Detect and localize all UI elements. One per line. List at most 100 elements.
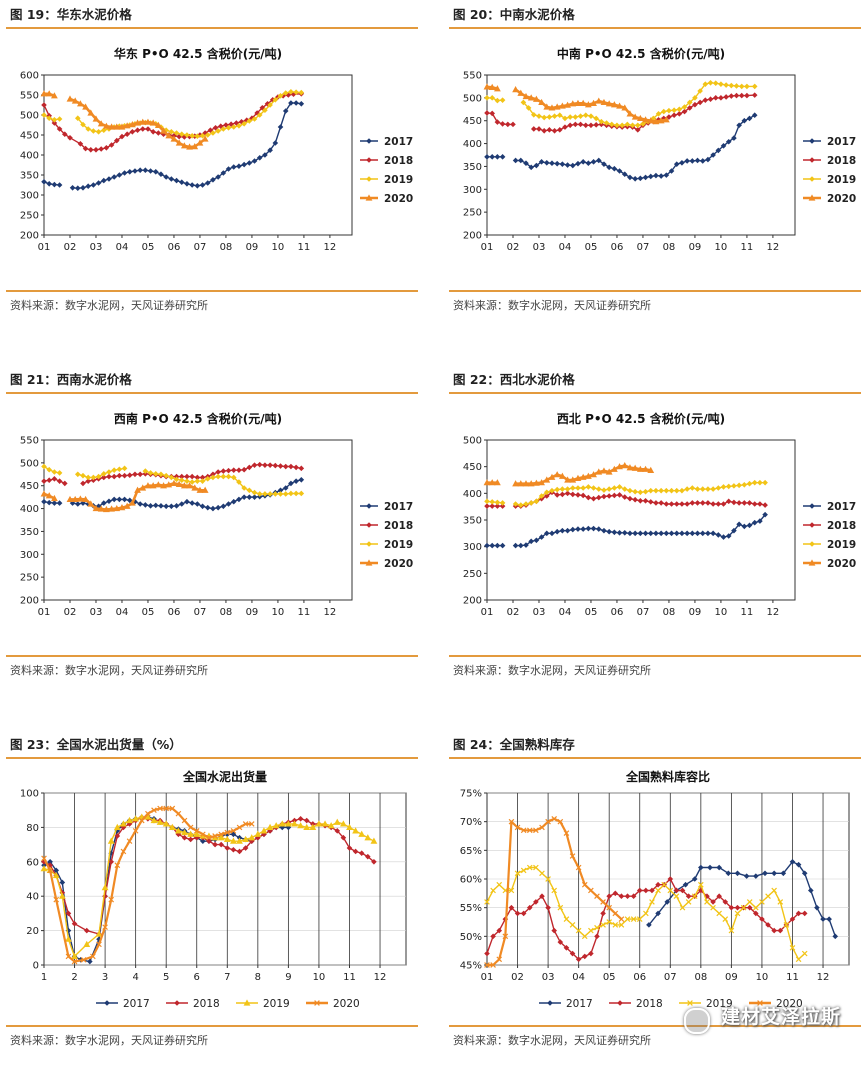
series-2018-point: [490, 933, 496, 940]
series-2019-point: [278, 820, 286, 827]
legend-label: 2017: [384, 501, 413, 513]
series-2017-point: [74, 501, 81, 507]
series-2018-point: [121, 472, 128, 479]
series-2018-point: [697, 99, 703, 106]
series-2019-point: [111, 467, 117, 473]
legend-swatch-marker: [809, 176, 815, 182]
series-2017-point: [189, 500, 195, 506]
series-2018-point: [71, 920, 78, 927]
series-2019-point: [603, 120, 610, 126]
series-2017-point: [163, 174, 169, 180]
series-2017-point: [655, 910, 661, 917]
series-2019-point: [710, 486, 716, 492]
series-2018-point: [126, 472, 133, 478]
series-2020-point: [584, 101, 592, 108]
series-2018-point: [259, 105, 266, 111]
series-2017-point: [272, 140, 279, 146]
series-2020-point: [191, 484, 199, 491]
series-2019-point: [679, 487, 685, 494]
series-2017-point: [575, 160, 581, 167]
series-2019-point: [230, 124, 237, 130]
series-2017-point: [204, 180, 211, 186]
series-2019-point: [744, 83, 750, 90]
figure-21-label: 图 21：西南水泥价格: [10, 372, 132, 387]
x-tick-label: 02: [507, 607, 520, 618]
series-2018-point: [676, 111, 683, 117]
x-tick-label: 05: [603, 972, 616, 983]
series-2018-point: [762, 502, 768, 508]
series-2020-point: [621, 462, 629, 469]
series-2020-point: [590, 99, 597, 106]
series-2017-point: [698, 864, 704, 871]
series-2020-point: [218, 831, 225, 838]
series-2017-point: [194, 501, 201, 507]
series-2019-point: [520, 867, 527, 874]
series-2020-point: [553, 471, 561, 478]
x-tick-label: 3: [102, 972, 108, 983]
series-2017-point: [789, 859, 796, 865]
series-2017-point: [585, 160, 592, 167]
series-2017-point: [559, 161, 566, 167]
x-tick-label: 12: [817, 972, 830, 983]
series-2017-point: [564, 162, 571, 168]
series-2019-point: [40, 865, 48, 872]
series-2017-point: [116, 496, 123, 503]
series-2017-point: [795, 861, 802, 868]
series-2017-point: [225, 166, 232, 172]
series-2017-point: [751, 112, 758, 119]
series-2018-point: [508, 904, 515, 911]
series-2020-point: [539, 824, 545, 831]
legend-label: 2019: [384, 539, 413, 551]
series-2019-point: [162, 820, 170, 827]
series-2017-point: [121, 170, 128, 176]
series-2019-point: [572, 114, 579, 120]
series-2017-point: [80, 185, 86, 191]
y-tick-label: 250: [20, 211, 39, 222]
series-2017-point: [111, 496, 117, 503]
series-2019-point: [181, 828, 188, 836]
series-2020-point: [636, 465, 644, 472]
series-2019-point: [801, 950, 808, 957]
series-2017-point: [499, 542, 506, 549]
series-2020-point: [87, 109, 95, 116]
legend-swatch-marker: [314, 1000, 320, 1006]
figure-21-source: 资料来源：数字水泥网，天风证券研究所: [10, 664, 208, 677]
figure-24-source: 资料来源：数字水泥网，天风证券研究所: [453, 1034, 651, 1047]
legend-swatch-marker: [617, 1000, 623, 1006]
series-2018-point: [215, 469, 221, 475]
series-2020-point: [139, 118, 147, 125]
series-2019-point: [121, 465, 128, 472]
series-2020-point: [600, 467, 608, 474]
series-2018-point: [199, 474, 206, 481]
figure-21-panel: 图 21：西南水泥价格 西南 P•O 42.5 含税价(元/吨) 200 250 30…: [6, 370, 418, 710]
series-2017-point: [106, 498, 112, 505]
series-2020-point: [102, 122, 110, 129]
legend-swatch-marker: [243, 999, 251, 1006]
series-2019-point: [220, 473, 227, 480]
x-tick-label: 08: [220, 242, 233, 253]
series-2017-point: [236, 163, 242, 169]
series-2019-point: [113, 823, 121, 830]
series-2019-line: [43, 465, 302, 495]
series-2019-point: [494, 97, 501, 104]
series-2017-point: [293, 478, 299, 484]
series-2018-point: [771, 927, 777, 934]
series-2019-line: [487, 82, 755, 126]
series-2018-point: [241, 466, 247, 473]
legend-swatch-marker: [366, 157, 372, 163]
series-2019-point: [150, 816, 158, 824]
series-2017-point: [663, 172, 670, 178]
series-2018-point: [738, 92, 745, 99]
x-tick-label: 5: [163, 972, 169, 983]
series-2019-point: [288, 490, 294, 497]
legend-label: 2018: [636, 998, 663, 1010]
series-2017-point: [705, 156, 711, 163]
series-2019-point: [783, 922, 790, 928]
series-2018-point: [551, 927, 558, 934]
series-2020-point: [575, 864, 582, 871]
series-2018-point: [93, 147, 99, 153]
series-2017-point: [59, 879, 66, 886]
series-2018-point: [567, 122, 573, 129]
series-2019-point: [144, 813, 152, 820]
series-2018-point: [340, 834, 347, 841]
